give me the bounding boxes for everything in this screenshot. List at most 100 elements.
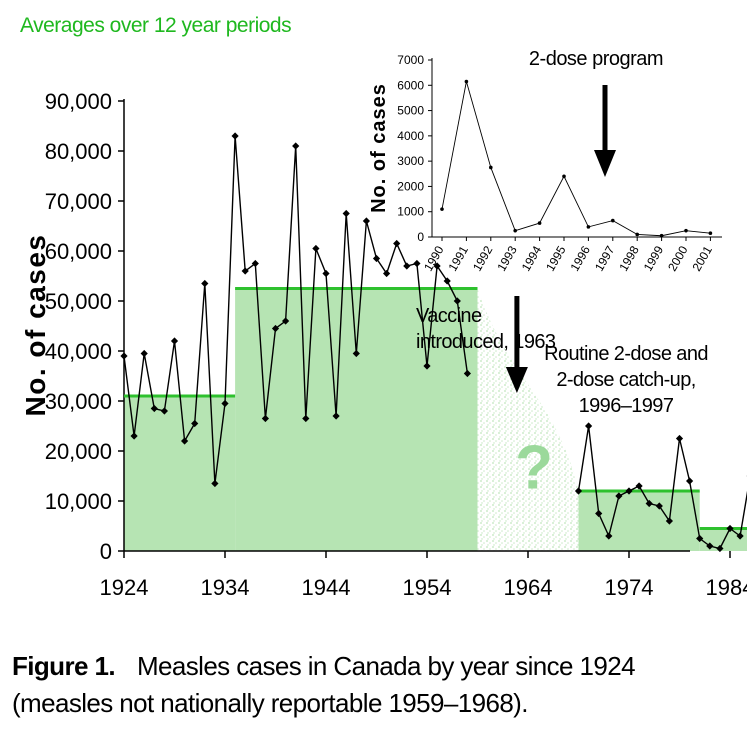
inset-data-point [586, 225, 591, 229]
data-point [635, 482, 643, 490]
data-point [271, 324, 280, 333]
inset-y-tick-label: 5000 [397, 104, 424, 118]
data-point [342, 209, 350, 218]
inset-x-tick-label: 1994 [519, 243, 545, 273]
data-point [251, 259, 259, 268]
inset-data-point [464, 79, 469, 84]
data-point [312, 244, 320, 253]
average-fill [235, 288, 478, 551]
data-point [261, 414, 269, 423]
main-series [120, 132, 747, 553]
inset-arrow-head [594, 150, 616, 177]
data-point [201, 279, 209, 288]
y-tick-label: 30,000 [45, 389, 112, 414]
data-point [372, 254, 381, 263]
inset-data-point [513, 228, 517, 233]
data-point [383, 269, 391, 278]
y-tick-label: 40,000 [45, 339, 112, 364]
y-tick-label: 10,000 [45, 489, 112, 514]
inset-x-tick-label: 1993 [494, 243, 520, 273]
data-point [645, 499, 653, 508]
data-point [706, 542, 714, 550]
x-tick-label: 1984 [706, 575, 747, 600]
average-fill [578, 491, 700, 551]
inset-data-point [684, 228, 688, 233]
inset-y-tick-label: 0 [417, 230, 424, 244]
average-fill [124, 396, 236, 551]
inset-x-tick-label: 1991 [446, 243, 472, 273]
data-point [231, 132, 239, 140]
data-point [433, 262, 441, 270]
y-tick-label: 50,000 [45, 289, 112, 314]
arrow-head [505, 367, 528, 393]
data-point [120, 352, 128, 360]
data-point [696, 534, 704, 543]
main-axes: 0 10,000 20,000 30,000 40,000 50,000 60,000 70,… [45, 89, 747, 600]
inset-y-tick-label: 7000 [397, 53, 424, 67]
data-point [241, 267, 249, 275]
figure-caption: Figure 1. Measles cases in Canada by year… [12, 648, 742, 722]
average-fill [699, 528, 747, 551]
vaccine-annotation: Vaccine introduced, 1963 [416, 305, 556, 353]
inset-x-tick-label: 1995 [543, 243, 569, 273]
inset-x-tick-label: 1996 [568, 243, 594, 273]
data-point [463, 369, 471, 378]
y-tick-label: 0 [100, 539, 112, 564]
data-point [211, 479, 219, 488]
inset-data-point [562, 174, 566, 179]
data-point [302, 414, 310, 423]
inset-series-line [441, 81, 711, 237]
data-point [403, 262, 411, 270]
y-tick-label: 80,000 [45, 139, 112, 164]
inset-x-tick-label: 1990 [421, 243, 447, 273]
inset-y-axis-label: No. of cases [368, 83, 390, 213]
inset-x-tick-label: 1992 [470, 243, 496, 273]
inset-y-tick-label: 3000 [397, 154, 424, 168]
data-point [605, 532, 613, 540]
inset-x-tick-label: 2001 [690, 243, 716, 273]
data-point [443, 277, 451, 285]
two-dose-annotation: Routine 2-dose and 2-dose catch-up, 1996–1… [544, 343, 708, 417]
data-point [716, 544, 724, 553]
inset-data-point [537, 221, 542, 225]
y-tick-label: 90,000 [45, 89, 112, 114]
inset-data-point [659, 233, 664, 238]
data-point [453, 297, 461, 305]
data-point [736, 532, 744, 540]
inset-title: 2-dose program [529, 48, 663, 70]
x-tick-label: 1924 [100, 575, 149, 600]
data-point [352, 349, 360, 358]
x-tick-label: 1964 [504, 575, 553, 600]
inset-x-tick-label: 1999 [641, 243, 667, 273]
data-point [665, 517, 673, 525]
x-tick-label: 1944 [302, 575, 351, 600]
x-tick-label: 1974 [605, 575, 654, 600]
data-point [362, 217, 370, 225]
data-point [181, 437, 189, 445]
main-y-axis-label: No. of cases [20, 234, 51, 417]
data-point [282, 317, 290, 325]
data-point [675, 434, 684, 443]
data-point [655, 502, 663, 510]
inset-y-tick-label: 6000 [397, 78, 424, 92]
data-point [585, 422, 593, 430]
data-point [726, 524, 734, 533]
data-point [332, 412, 340, 420]
inset-y-tick-label: 2000 [397, 179, 424, 193]
data-point [625, 487, 633, 495]
data-point [140, 349, 148, 358]
average-fill-areas [124, 288, 747, 551]
inset-data-point [635, 232, 639, 237]
caption-text: Measles cases in Canada by year since 19… [12, 651, 636, 718]
inset-data-point [611, 218, 615, 223]
y-tick-label: 60,000 [45, 239, 112, 264]
data-point [574, 487, 583, 495]
data-point [130, 432, 138, 440]
data-point [170, 337, 179, 345]
data-point [191, 419, 199, 428]
data-point [221, 399, 229, 408]
data-point [423, 362, 431, 370]
data-point [322, 269, 330, 278]
x-tick-label: 1934 [201, 575, 250, 600]
